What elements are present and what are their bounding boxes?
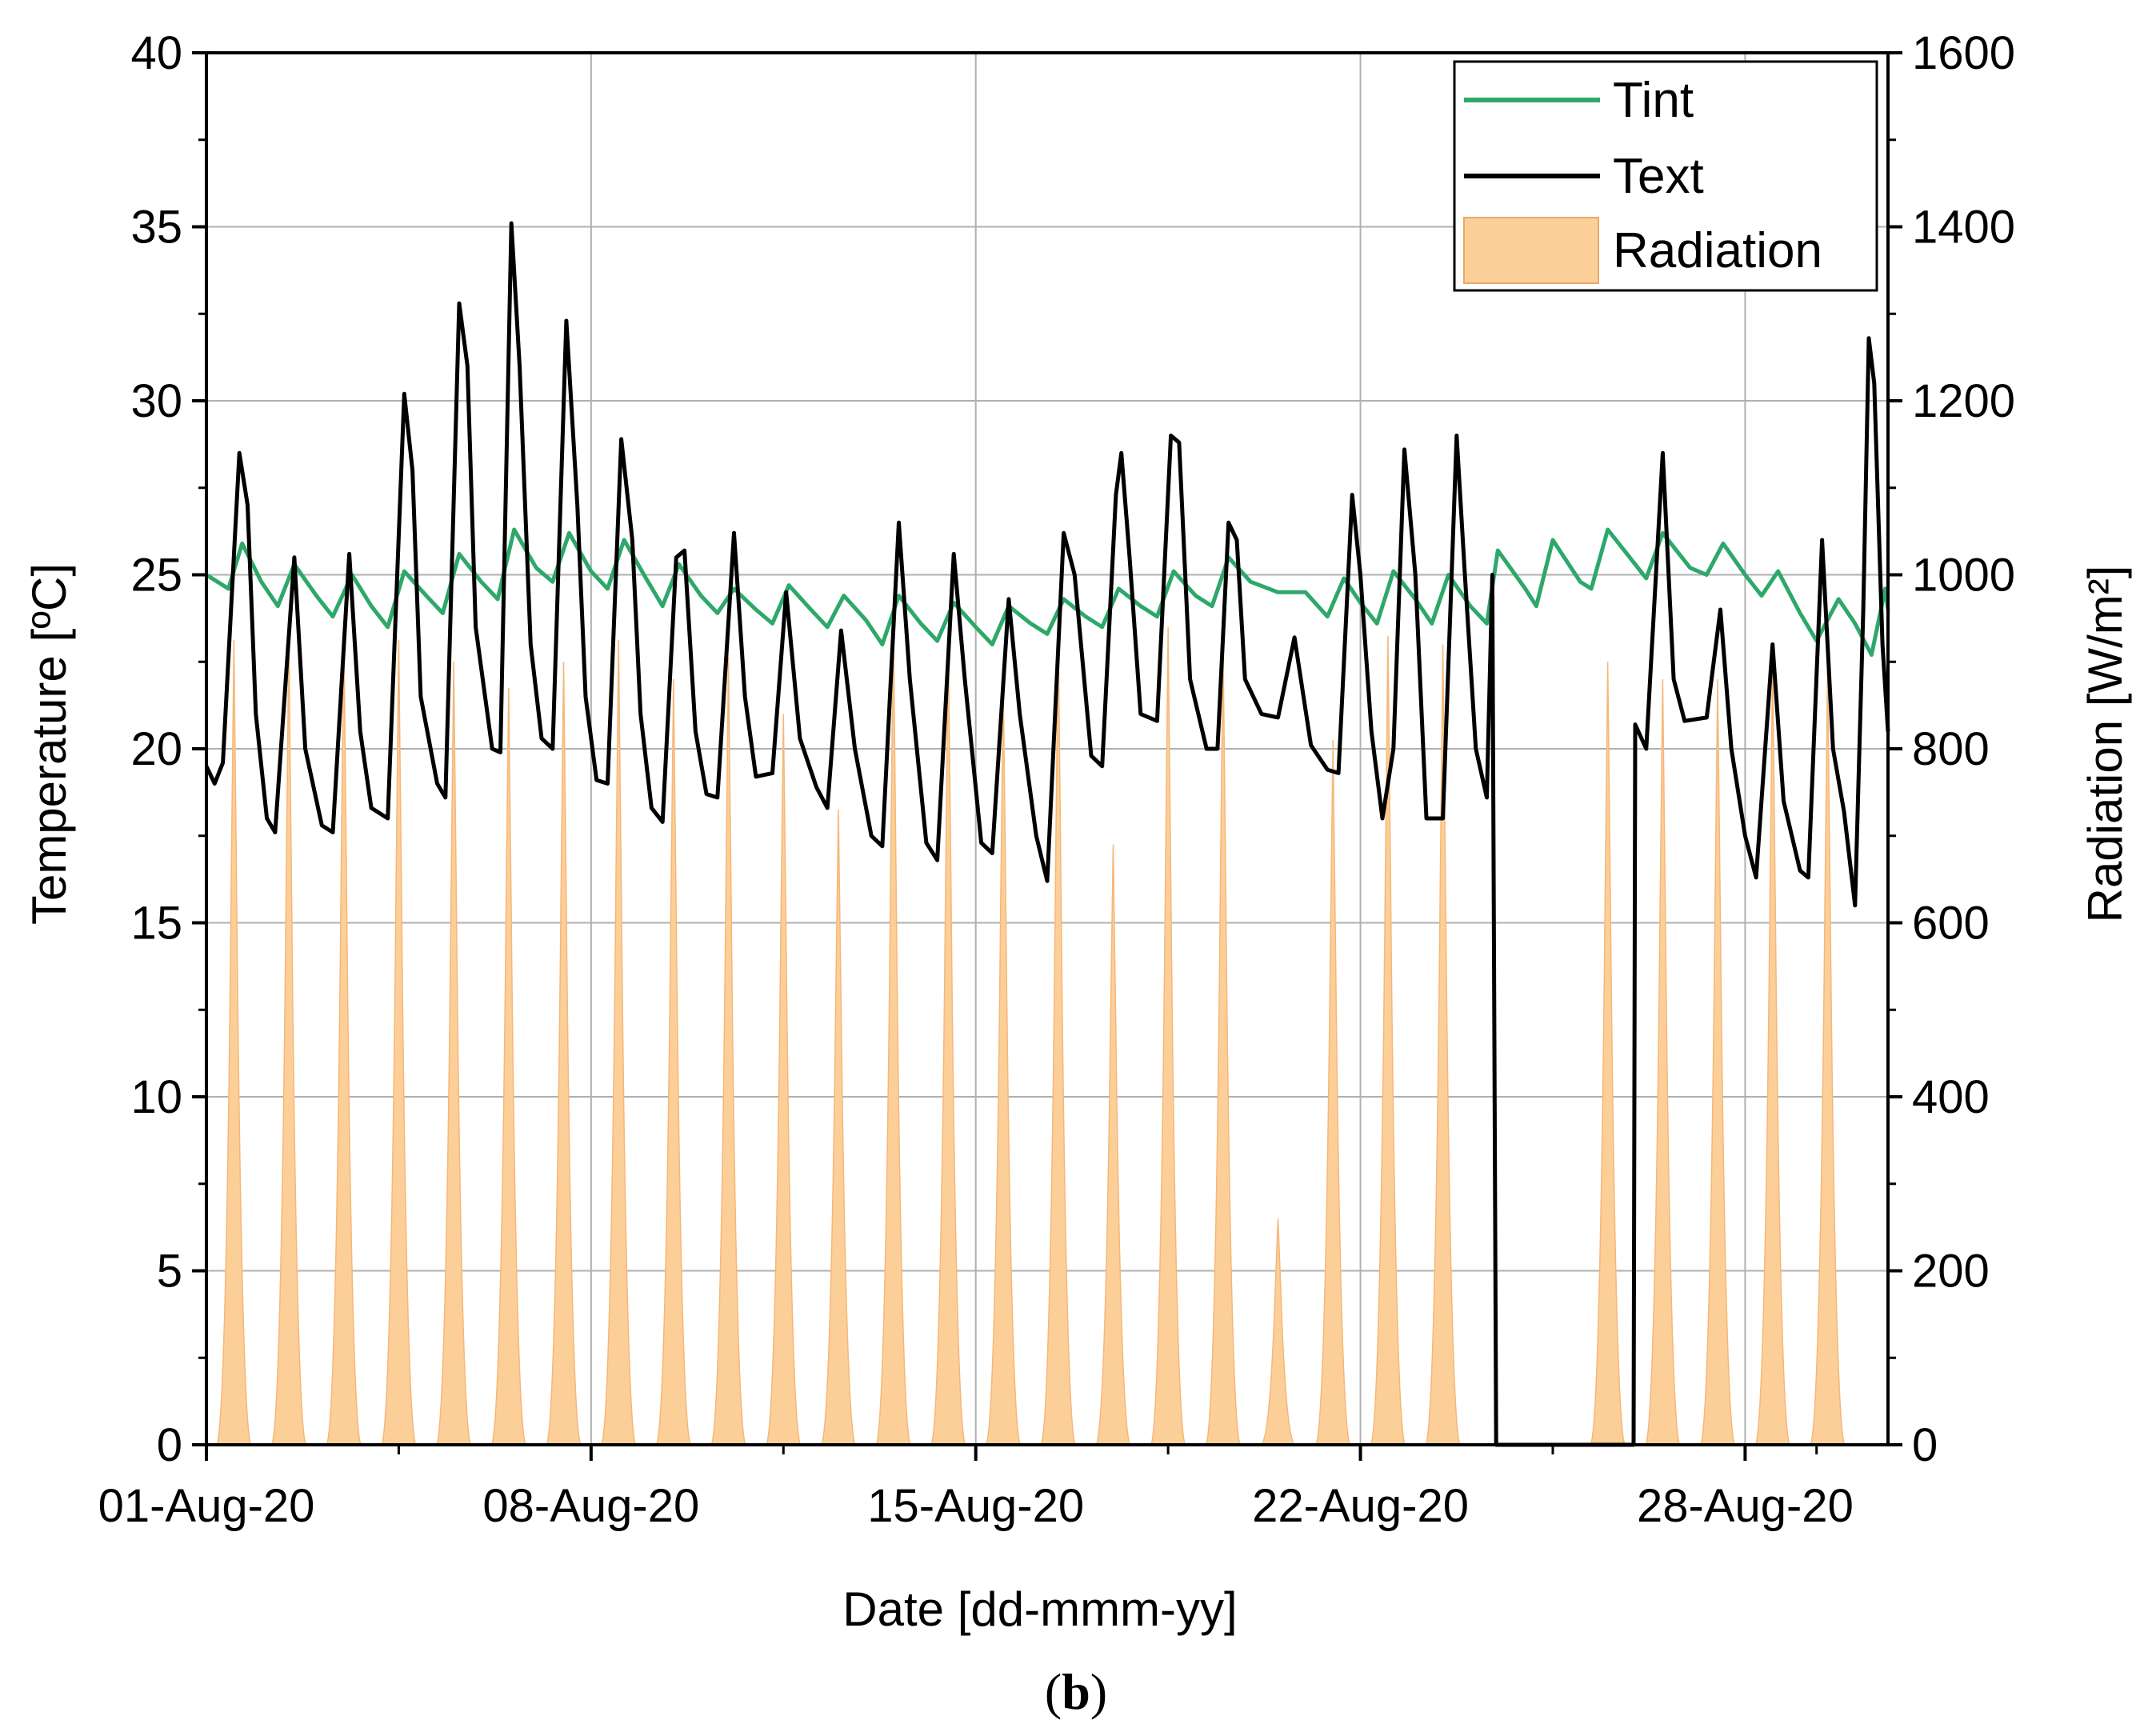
y2-tick-label: 1600 — [1912, 27, 2015, 79]
x-tick-label: 15-Aug-20 — [867, 1480, 1084, 1532]
caption-open: ( — [1045, 1663, 1062, 1720]
x-tick-label: 08-Aug-20 — [482, 1480, 699, 1532]
grid-lines — [206, 52, 1888, 1446]
radiation-peak — [600, 640, 637, 1446]
radiation-peak — [545, 662, 582, 1446]
y-tick-label: 30 — [130, 375, 182, 427]
radiation-peak — [435, 662, 472, 1446]
caption-close: ) — [1090, 1663, 1107, 1720]
radiation-peak — [1589, 662, 1626, 1446]
y-tick-label: 35 — [130, 202, 182, 254]
radiation-peak — [1094, 844, 1132, 1446]
radiation-peak — [1754, 662, 1791, 1446]
radiation-peak — [1644, 678, 1682, 1446]
temperature-line-series — [204, 221, 1890, 1447]
radiation-peak — [1699, 678, 1736, 1446]
radiation-peak — [765, 714, 802, 1446]
legend-swatch-radiation — [1463, 217, 1599, 284]
y2-tick-label: 400 — [1912, 1071, 1990, 1123]
y-tick-label: 5 — [157, 1246, 182, 1298]
y2-tick-label: 1000 — [1912, 550, 2015, 602]
y2-tick-label: 1200 — [1912, 375, 2015, 427]
radiation-peak — [380, 640, 418, 1446]
y-tick-label: 25 — [130, 550, 182, 602]
legend-label-text: Text — [1613, 149, 1704, 204]
y2-tick-label: 1400 — [1912, 202, 2015, 254]
y-tick-label: 20 — [130, 723, 182, 775]
x-axis-title: Date [dd-mmm-yy] — [842, 1582, 1237, 1636]
legend-label-tint: Tint — [1613, 73, 1694, 128]
x-tick-label: 22-Aug-20 — [1252, 1480, 1469, 1532]
tick-labels: 0510152025303540020040060080010001200140… — [98, 27, 2015, 1532]
radiation-peak — [1370, 635, 1406, 1446]
radiation-peak — [1205, 640, 1242, 1446]
radiation-peak — [710, 657, 747, 1446]
y-tick-label: 10 — [130, 1071, 182, 1123]
radiation-peak — [490, 687, 527, 1446]
radiation-peak — [1809, 670, 1846, 1446]
radiation-peak — [1040, 626, 1077, 1446]
radiation-area-series — [215, 618, 1846, 1446]
radiation-peak — [1314, 740, 1351, 1446]
radiation-peak — [215, 640, 253, 1446]
axes — [192, 51, 1902, 1461]
x-tick-label: 01-Aug-20 — [98, 1480, 315, 1532]
x-tick-label: 28-Aug-20 — [1637, 1480, 1854, 1532]
legend-label-radiation: Radiation — [1613, 223, 1822, 278]
radiation-peak — [326, 626, 362, 1446]
caption-letter: b — [1062, 1663, 1090, 1720]
legend: Tint Text Radiation — [1453, 60, 1878, 292]
radiation-peak — [270, 640, 307, 1446]
radiation-peak — [930, 635, 967, 1446]
y2-tick-label: 200 — [1912, 1246, 1990, 1298]
y2-tick-label: 800 — [1912, 723, 1990, 775]
y2-tick-label: 0 — [1912, 1419, 1938, 1471]
series-text-line — [204, 221, 1890, 1447]
figure-caption: (b) — [1045, 1663, 1107, 1720]
y2-axis-title: Radiation [W/m²] — [2078, 566, 2132, 923]
y-tick-label: 15 — [130, 898, 182, 950]
y-tick-label: 0 — [157, 1419, 182, 1471]
y-tick-label: 40 — [130, 27, 182, 79]
y-axis-title: Temperature [ºC] — [22, 563, 76, 925]
radiation-peak — [874, 618, 912, 1446]
radiation-peak — [655, 678, 692, 1446]
radiation-peak — [1150, 626, 1186, 1446]
radiation-peak — [985, 678, 1022, 1446]
radiation-peak — [1260, 1218, 1296, 1446]
radiation-peak — [820, 810, 857, 1446]
y2-tick-label: 600 — [1912, 898, 1990, 950]
series-tint-line — [205, 527, 1890, 657]
